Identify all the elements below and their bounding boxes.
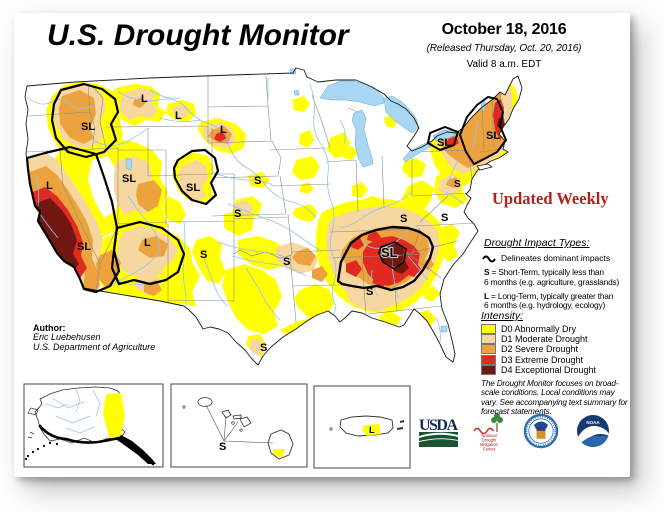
svg-text:L: L: [175, 110, 182, 122]
svg-text:SL: SL: [437, 137, 451, 149]
svg-text:SL: SL: [77, 241, 91, 253]
svg-text:S: S: [400, 213, 407, 225]
svg-text:L: L: [220, 124, 227, 136]
svg-text:L: L: [144, 237, 151, 249]
svg-text:USDA: USDA: [419, 417, 458, 434]
svg-text:S: S: [254, 175, 261, 187]
svg-text:Drought: Drought: [482, 438, 498, 443]
svg-text:NOAA: NOAA: [586, 420, 600, 425]
svg-text:SL: SL: [381, 245, 398, 260]
svg-text:S: S: [234, 208, 241, 220]
svg-text:L: L: [369, 425, 375, 435]
svg-text:S: S: [454, 179, 461, 190]
svg-text:S: S: [219, 441, 226, 453]
svg-text:S: S: [200, 249, 207, 261]
svg-text:SL: SL: [122, 173, 136, 185]
svg-text:L: L: [46, 180, 53, 192]
svg-text:SL: SL: [486, 130, 500, 142]
svg-text:SL: SL: [186, 182, 200, 194]
svg-text:Mitigation: Mitigation: [480, 442, 499, 447]
svg-text:S: S: [260, 342, 267, 354]
svg-text:S: S: [366, 286, 373, 298]
svg-text:L: L: [141, 93, 148, 105]
svg-text:National: National: [481, 433, 496, 438]
svg-text:Center: Center: [483, 447, 496, 452]
svg-text:SL: SL: [81, 121, 95, 133]
svg-text:S: S: [283, 256, 290, 268]
svg-text:S: S: [441, 212, 448, 224]
